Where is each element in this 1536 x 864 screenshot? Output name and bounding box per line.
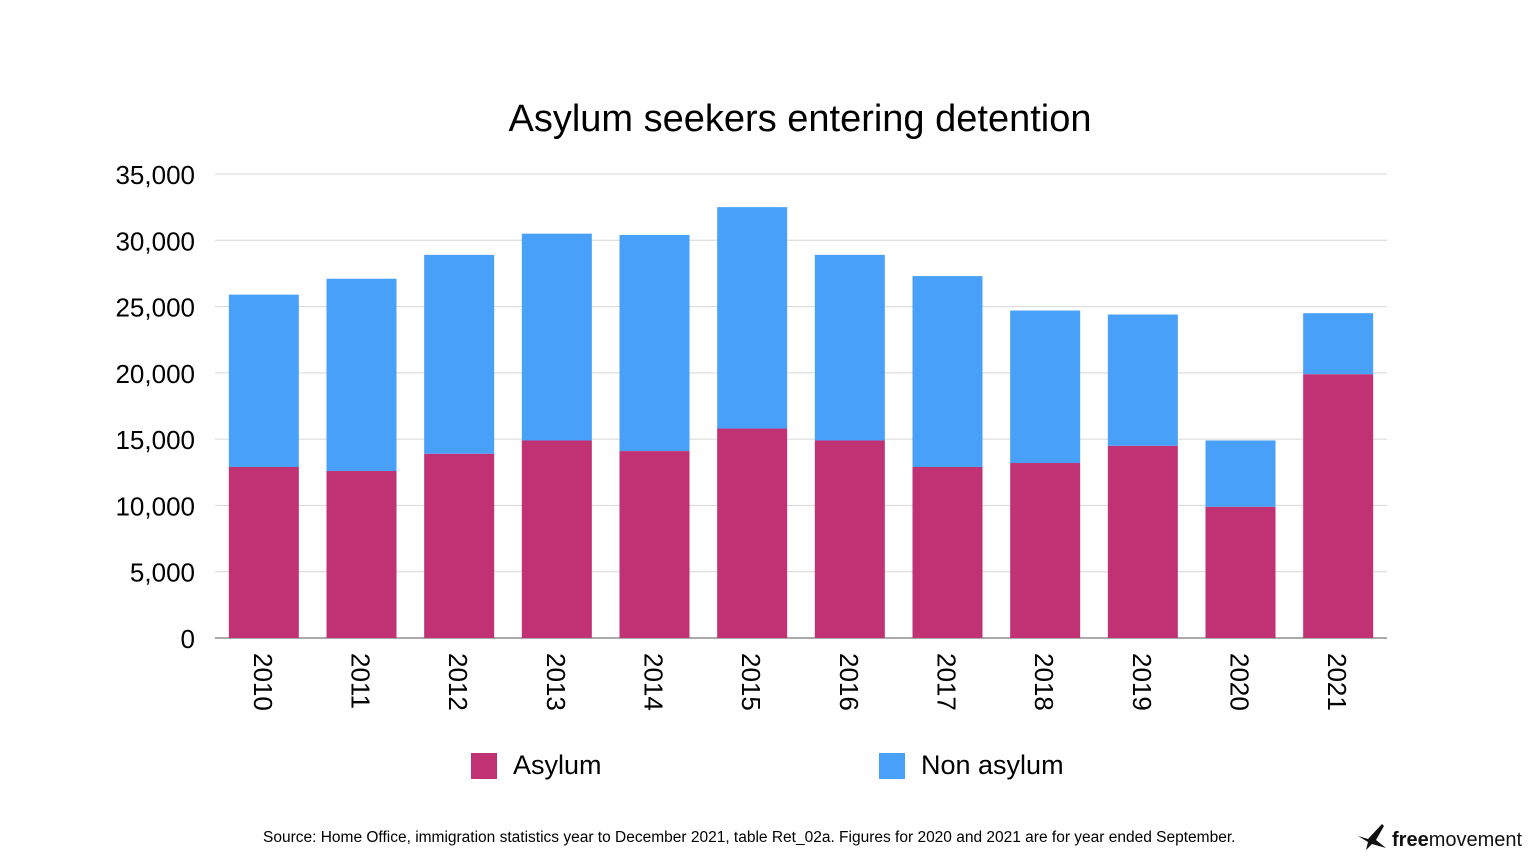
- y-tick-label: 20,000: [115, 359, 195, 389]
- bar-non-asylum: [521, 233, 592, 441]
- logo-text-bold: free: [1392, 829, 1429, 851]
- legend-item-non-asylum: Non asylum: [879, 750, 1064, 781]
- bar-asylum: [814, 440, 885, 638]
- bar-non-asylum: [717, 207, 788, 429]
- x-tick-label: 2021: [1322, 653, 1352, 711]
- source-note: Source: Home Office, immigration statist…: [263, 829, 1236, 846]
- bar-non-asylum: [326, 278, 397, 471]
- legend-label: Asylum: [513, 750, 602, 780]
- bar-asylum: [717, 428, 788, 638]
- y-tick-label: 35,000: [115, 160, 195, 190]
- bar-non-asylum: [1205, 440, 1276, 507]
- bar-asylum: [1205, 506, 1276, 638]
- legend-label: Non asylum: [921, 750, 1064, 780]
- bar-non-asylum: [619, 234, 690, 452]
- bar-asylum: [1107, 445, 1178, 638]
- bar-non-asylum: [1107, 314, 1178, 446]
- bar-asylum: [521, 440, 592, 638]
- legend-swatch-non-asylum: [879, 752, 905, 779]
- y-tick-label: 0: [181, 624, 195, 654]
- bar-non-asylum: [814, 254, 885, 441]
- x-tick-label: 2019: [1127, 653, 1157, 711]
- x-tick-label: 2014: [639, 653, 669, 711]
- bar-asylum: [619, 451, 690, 638]
- x-tick-label: 2017: [932, 653, 962, 711]
- y-tick-label: 10,000: [115, 491, 195, 521]
- x-tick-label: 2018: [1029, 653, 1059, 711]
- bar-non-asylum: [1303, 313, 1374, 375]
- legend-swatch-asylum: [471, 752, 497, 779]
- y-tick-label: 15,000: [115, 425, 195, 455]
- bar-asylum: [1010, 463, 1081, 638]
- bar-asylum: [326, 470, 397, 638]
- legend-item-asylum: Asylum: [471, 750, 602, 781]
- bar-non-asylum: [424, 254, 495, 454]
- y-tick-label: 25,000: [115, 293, 195, 323]
- bar-asylum: [424, 453, 495, 638]
- chart-title: Asylum seekers entering detention: [508, 98, 1092, 140]
- y-tick-label: 30,000: [115, 226, 195, 256]
- freemovement-logo: free movement: [1356, 822, 1522, 852]
- x-tick-label: 2012: [443, 653, 473, 711]
- x-tick-label: 2015: [736, 653, 766, 711]
- x-tick-label: 2010: [248, 653, 278, 711]
- bar-non-asylum: [228, 294, 299, 467]
- x-tick-label: 2016: [834, 653, 864, 711]
- bar-asylum: [912, 466, 983, 638]
- bird-icon: [1358, 824, 1386, 850]
- x-tick-label: 2020: [1225, 653, 1255, 711]
- y-tick-label: 5,000: [130, 558, 195, 588]
- bar-asylum: [1303, 374, 1374, 638]
- bar-asylum: [228, 466, 299, 638]
- bar-non-asylum: [912, 276, 983, 467]
- bar-non-asylum: [1010, 310, 1081, 464]
- logo-text: movement: [1428, 829, 1523, 851]
- x-tick-label: 2013: [541, 653, 571, 711]
- x-tick-label: 2011: [346, 653, 376, 709]
